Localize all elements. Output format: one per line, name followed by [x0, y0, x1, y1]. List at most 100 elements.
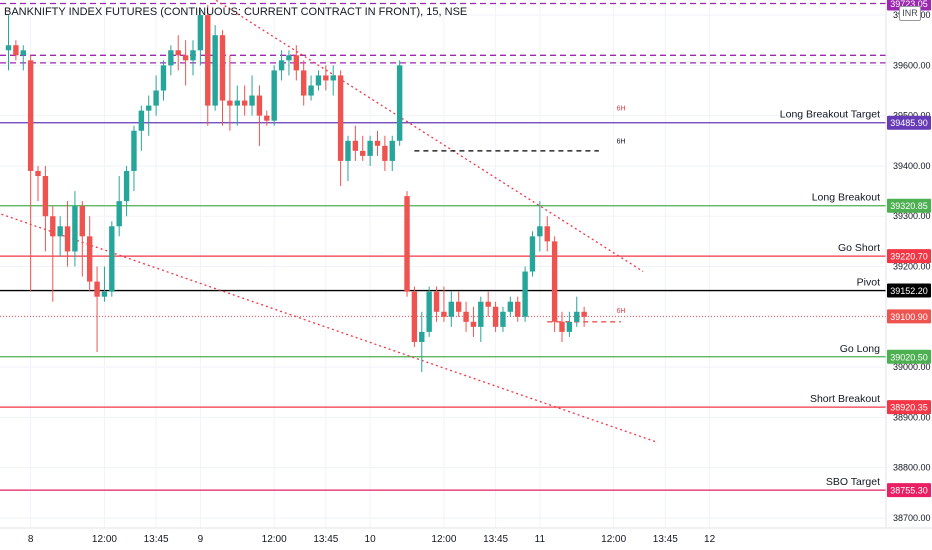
candle: [382, 135, 388, 171]
candle: [50, 206, 56, 302]
candle-body: [116, 201, 122, 227]
candle: [574, 296, 580, 327]
candle: [94, 266, 100, 352]
candle-body: [190, 50, 196, 61]
candle: [264, 110, 270, 126]
annotation-label: 6H: [617, 138, 626, 145]
price-label: 39220.70: [890, 252, 928, 262]
candle-body: [330, 75, 336, 81]
trend-line: [214, 0, 644, 273]
candle-body: [426, 291, 432, 332]
candle: [182, 40, 189, 86]
candle-body: [278, 60, 285, 71]
candle: [190, 40, 196, 76]
candle-body: [574, 311, 580, 322]
candle: [212, 25, 218, 111]
price-tick-label: 39500.00: [893, 111, 931, 121]
candle-body: [470, 321, 477, 327]
price-label-box: [887, 400, 931, 415]
candle: [160, 60, 167, 101]
candle: [219, 30, 226, 126]
candle: [448, 291, 454, 327]
candle-body: [160, 65, 167, 91]
candle-body: [20, 50, 26, 56]
candle-body: [264, 115, 270, 121]
candle-body: [50, 216, 56, 237]
candle-body: [345, 140, 351, 161]
price-label: 39152.20: [890, 286, 928, 296]
candle-body: [42, 176, 49, 217]
candle: [20, 45, 26, 71]
candle: [352, 125, 359, 161]
candle: [35, 165, 41, 202]
time-axis[interactable]: 8 12:00 13:45 9 12:00 13:45 10 12:00 13:45 11 12:0…: [28, 534, 716, 545]
time-tick-label: 13:45: [653, 534, 678, 545]
candle: [227, 55, 233, 131]
candle: [396, 60, 403, 146]
candle-body: [13, 45, 19, 56]
levels: [0, 2, 886, 491]
candle-body: [227, 100, 233, 106]
time-tick-label: 8: [28, 534, 34, 545]
time-tick-label: 9: [198, 534, 204, 545]
candle-body: [374, 140, 381, 146]
candle-body: [433, 291, 440, 312]
chart-title: BANKNIFTY INDEX FUTURES (CONTINUOUS: CUR…: [4, 6, 468, 18]
candle: [330, 65, 336, 96]
candle-body: [492, 306, 499, 327]
candle: [360, 135, 366, 161]
price-label-box: [887, 249, 931, 264]
candle-body: [57, 226, 63, 237]
candle-body: [249, 95, 255, 106]
time-tick-label: 10: [365, 534, 377, 545]
candle-body: [581, 311, 587, 317]
candle: [286, 50, 292, 76]
candle: [389, 135, 395, 171]
candle: [293, 45, 300, 81]
candle: [301, 60, 307, 106]
candle-body: [500, 311, 506, 327]
candle: [337, 70, 344, 187]
candle: [492, 301, 499, 332]
candle: [559, 311, 565, 342]
candle-body: [219, 35, 226, 101]
candle-body: [485, 301, 491, 307]
candle-body: [109, 226, 115, 292]
candle-body: [315, 75, 322, 86]
price-label-box: [887, 198, 931, 213]
candle: [146, 95, 152, 136]
candle-body: [507, 301, 514, 312]
candle-body: [123, 170, 130, 202]
candle-body: [241, 100, 248, 106]
candle-body: [146, 105, 152, 111]
candle: [500, 306, 506, 332]
annotation-label: 6H: [617, 308, 626, 315]
candle-body: [382, 145, 388, 161]
candle: [537, 201, 543, 252]
time-tick-label: 13:45: [144, 534, 169, 545]
candle: [345, 135, 351, 182]
candle-body: [5, 45, 12, 51]
price-label: 39100.90: [890, 312, 928, 322]
price-label-box: [887, 309, 931, 324]
candle-body: [234, 100, 240, 106]
price-label-box: [887, 483, 931, 498]
candle-body: [286, 55, 292, 61]
candle: [116, 176, 122, 237]
candle: [271, 65, 277, 126]
candle: [72, 191, 78, 267]
candle-body: [27, 60, 34, 171]
annotation-label: 6H: [617, 106, 626, 113]
candle: [411, 286, 418, 347]
time-tick-label: 12:00: [92, 534, 117, 545]
candle-body: [86, 236, 93, 282]
candle-body: [182, 55, 189, 61]
price-tick-label: 39600.00: [893, 60, 931, 70]
candle-body: [64, 226, 71, 252]
candle-body: [301, 70, 307, 96]
level-label: Go Short: [838, 242, 880, 254]
grid: [0, 0, 886, 528]
currency-badge[interactable]: INR: [899, 6, 921, 21]
candle: [455, 291, 462, 317]
